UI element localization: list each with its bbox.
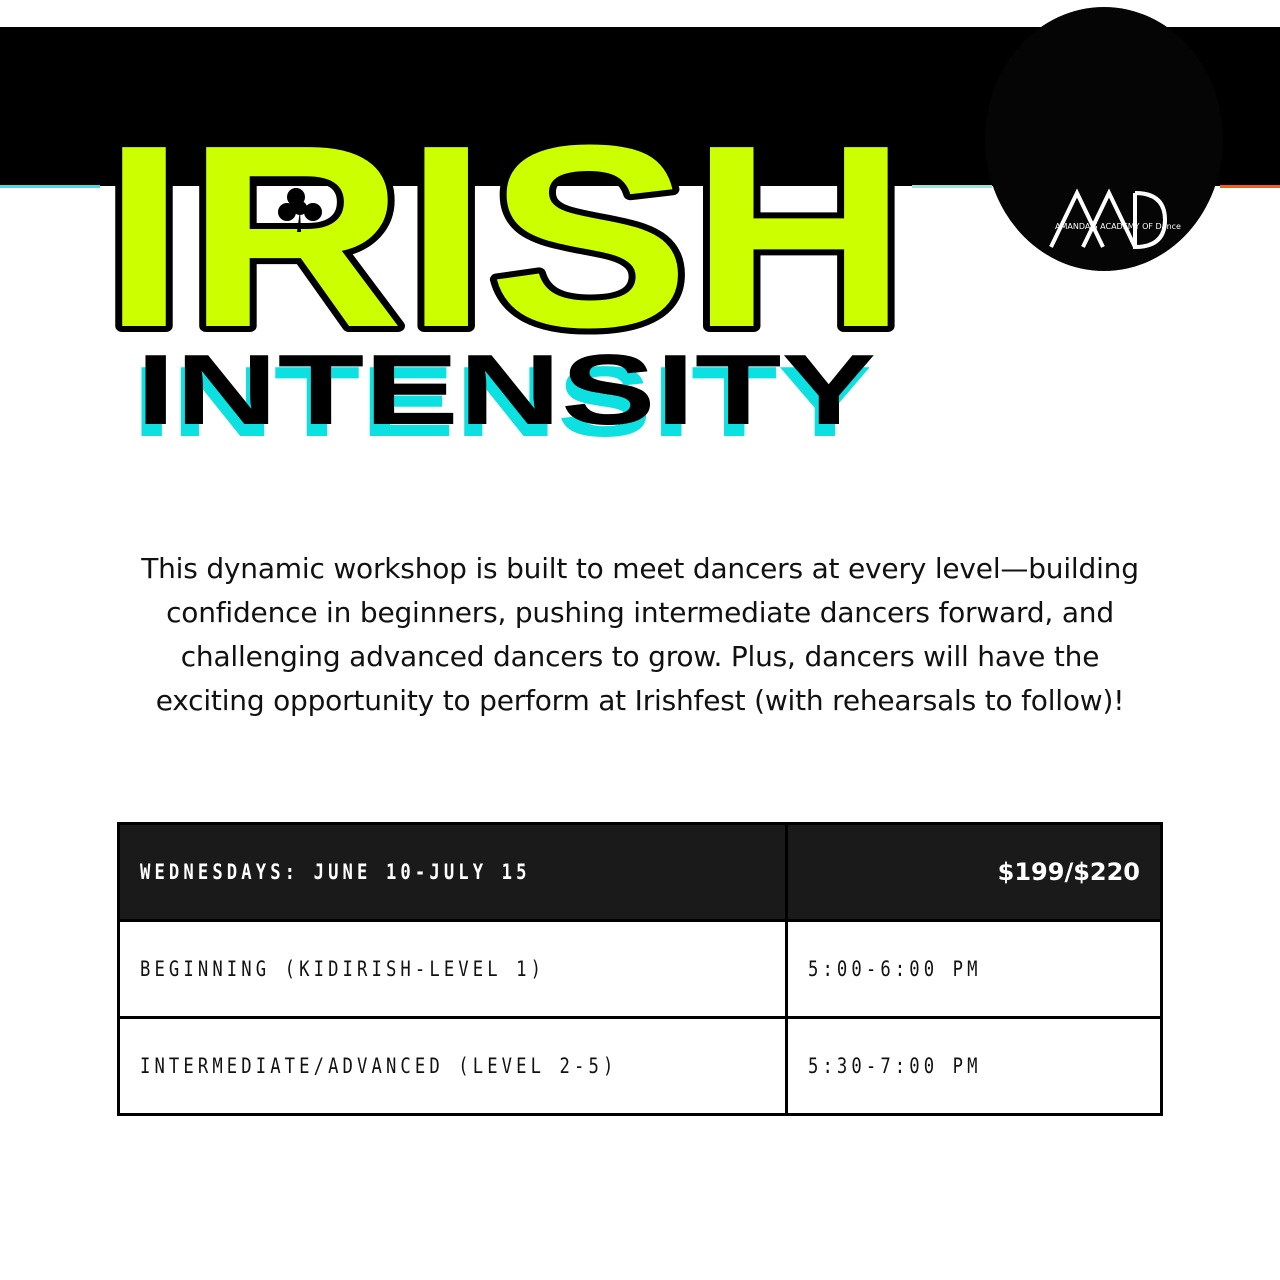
accent-line-mint — [912, 185, 992, 188]
level: INTERMEDIATE/ADVANCED (LEVEL 2-5) — [140, 1054, 618, 1078]
table-row: BEGINNING (KIDIRISH-LEVEL 1) 5:00-6:00 P… — [117, 919, 1163, 1019]
description: This dynamic workshop is built to meet d… — [90, 547, 1190, 723]
logo-tagline: AMANDA'S ACADEMY OF Dance — [1055, 222, 1181, 231]
schedule-dates: WEDNESDAYS: JUNE 10-JULY 15 — [140, 860, 531, 884]
description-line: confidence in beginners, pushing interme… — [166, 596, 1114, 629]
time: 5:30-7:00 PM — [808, 1054, 982, 1078]
price: $199/$220 — [785, 822, 1163, 922]
schedule-table: WEDNESDAYS: JUNE 10-JULY 15 $199/$220 BE… — [117, 822, 1163, 1116]
table-row: INTERMEDIATE/ADVANCED (LEVEL 2-5) 5:30-7… — [117, 1016, 1163, 1116]
shamrock-icon — [278, 188, 322, 232]
table-header-row: WEDNESDAYS: JUNE 10-JULY 15 $199/$220 — [117, 822, 1163, 922]
time: 5:00-6:00 PM — [808, 957, 982, 981]
aad-logo: AMANDA'S ACADEMY OF Dance — [985, 7, 1223, 271]
description-line: exciting opportunity to perform at Irish… — [155, 684, 1125, 717]
title-graphic: IRISH INTENSITY — [96, 86, 914, 446]
description-line: This dynamic workshop is built to meet d… — [141, 552, 1139, 585]
accent-line-cyan — [0, 185, 100, 188]
accent-line-orange — [1220, 185, 1280, 188]
title-irish: IRISH — [102, 92, 908, 382]
title-intensity: INTENSITY — [136, 334, 876, 446]
description-line: challenging advanced dancers to grow. Pl… — [180, 640, 1100, 673]
level: BEGINNING (KIDIRISH-LEVEL 1) — [140, 957, 546, 981]
